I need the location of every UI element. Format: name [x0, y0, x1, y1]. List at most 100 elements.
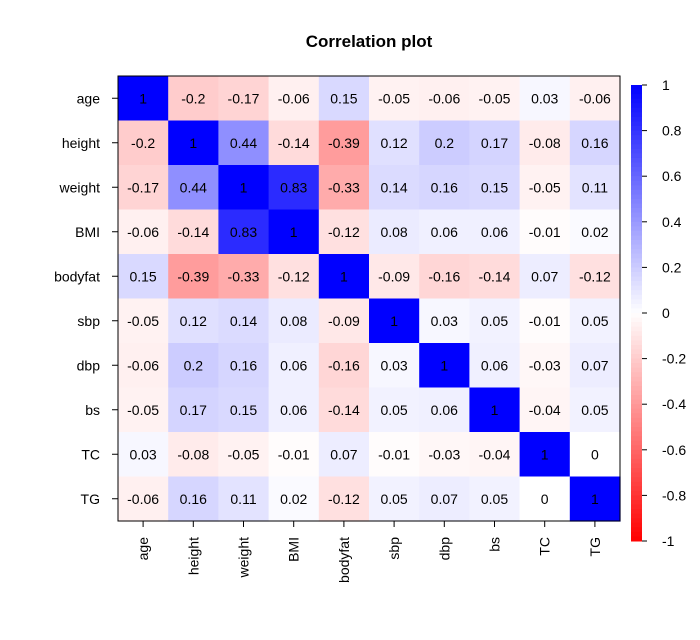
cell-value-label: -0.09 — [378, 268, 410, 284]
colorbar-segment — [631, 481, 642, 487]
cell-value-label: 0.02 — [280, 491, 307, 507]
heatmap-cell — [218, 432, 270, 478]
colorbar-segment — [631, 335, 642, 341]
cell-value-label: 0.15 — [129, 268, 156, 284]
cell-value-label: -0.06 — [579, 90, 611, 106]
heatmap-cell — [419, 476, 470, 522]
colorbar-segment — [631, 299, 642, 305]
plot-frame — [117, 75, 621, 522]
cell-value-label: 0.15 — [330, 90, 357, 106]
colorbar-segment — [631, 399, 642, 405]
heatmap-cell — [369, 165, 420, 211]
cell-value-label: -0.14 — [177, 224, 209, 240]
colorbar-segment — [631, 385, 642, 392]
cell-value-label: 0 — [541, 491, 549, 507]
cell-value-label: 0.16 — [431, 179, 458, 195]
heatmap-cell — [569, 476, 621, 522]
column-label: bs — [487, 537, 503, 552]
heatmap-cell — [369, 298, 420, 344]
cell-value-label: 0.05 — [581, 313, 608, 329]
colorbar-segment — [631, 121, 642, 127]
heatmap-cell — [218, 298, 270, 344]
cell-value-label: 0.02 — [581, 224, 608, 240]
heatmap-cell — [419, 298, 470, 344]
cell-value-label: 0.14 — [380, 179, 407, 195]
cell-value-label: 0.05 — [481, 313, 508, 329]
cell-value-label: 0.05 — [380, 491, 407, 507]
heatmap-cell — [218, 209, 270, 255]
heatmap-cell — [268, 343, 320, 389]
colorbar-segment — [631, 390, 642, 396]
cell-value-label: 0.06 — [481, 224, 508, 240]
colorbar-segment — [631, 331, 642, 337]
cell-value-label: 1 — [189, 135, 197, 151]
cell-value-label: 0.05 — [581, 402, 608, 418]
heatmap-cell — [218, 254, 270, 300]
colorbar-tick-label: -0.6 — [662, 442, 686, 458]
cell-value-label: 1 — [440, 357, 448, 373]
cell-value-label: 0.16 — [581, 135, 608, 151]
colorbar-segment — [631, 217, 642, 223]
cell-value-label: 0.17 — [481, 135, 508, 151]
colorbar-segment — [631, 194, 642, 200]
cell-value-label: 0.07 — [531, 268, 558, 284]
cell-value-label: 1 — [290, 224, 298, 240]
heatmap-cell — [318, 343, 370, 389]
cell-value-label: 1 — [591, 491, 599, 507]
heatmap-cell — [519, 209, 571, 255]
cell-value-label: 0.03 — [431, 313, 458, 329]
cell-value-label: -0.12 — [579, 268, 611, 284]
heatmap-cell — [168, 343, 219, 389]
colorbar-tick-label: 0.2 — [662, 259, 682, 275]
cell-value-label: -0.39 — [177, 268, 209, 284]
heatmap-cell — [318, 387, 370, 433]
heatmap-cell — [168, 165, 219, 211]
row-label: sbp — [77, 313, 100, 329]
colorbar-segment — [631, 322, 642, 328]
cell-value-label: -0.04 — [529, 402, 561, 418]
cell-value-label: -0.05 — [378, 90, 410, 106]
heatmap-cell — [569, 209, 621, 255]
heatmap-cell — [469, 298, 521, 344]
row-label: age — [77, 90, 101, 106]
cell-value-label: 0.2 — [435, 135, 455, 151]
cell-value-label: -0.17 — [228, 90, 260, 106]
cell-value-label: -0.33 — [328, 179, 360, 195]
column-label: weight — [236, 537, 252, 579]
heatmap-cell — [569, 387, 621, 433]
row-label: dbp — [77, 357, 101, 373]
heatmap-cell — [118, 387, 169, 433]
colorbar-segment — [631, 522, 642, 528]
row-label: TG — [81, 491, 100, 507]
column-label: TG — [587, 537, 603, 556]
cell-value-label: 0.06 — [481, 357, 508, 373]
heatmap-cell — [218, 343, 270, 389]
chart-title: Correlation plot — [306, 32, 433, 51]
heatmap-cell — [519, 387, 571, 433]
heatmap-cell — [569, 76, 621, 122]
colorbar-segment — [631, 468, 642, 474]
cell-value-label: -0.06 — [127, 357, 159, 373]
cell-value-label: 0.12 — [180, 313, 207, 329]
column-labels: age height weight BMI bodyfat sbp dbp bs TC TG — [135, 521, 603, 583]
cell-value-label: -0.05 — [127, 402, 159, 418]
cell-value-label: -0.14 — [479, 268, 511, 284]
cell-value-label: 0.05 — [481, 491, 508, 507]
colorbar-segment — [631, 404, 642, 410]
colorbar-segment — [631, 189, 642, 195]
cell-value-label: -0.08 — [529, 135, 561, 151]
heatmap-cell — [369, 76, 420, 122]
heatmap-cell — [118, 76, 169, 122]
cell-value-label: -0.12 — [328, 224, 360, 240]
cell-value-label: 1 — [541, 446, 549, 462]
heatmap-cell — [569, 343, 621, 389]
heatmap-cell — [218, 476, 270, 522]
cell-value-label: -0.05 — [127, 313, 159, 329]
heatmap-cell — [419, 165, 470, 211]
colorbar-segment — [631, 449, 642, 455]
colorbar-segment — [631, 372, 642, 378]
colorbar-segment — [631, 230, 642, 236]
cell-value-label: -0.12 — [328, 491, 360, 507]
heatmap-cell — [469, 432, 521, 478]
